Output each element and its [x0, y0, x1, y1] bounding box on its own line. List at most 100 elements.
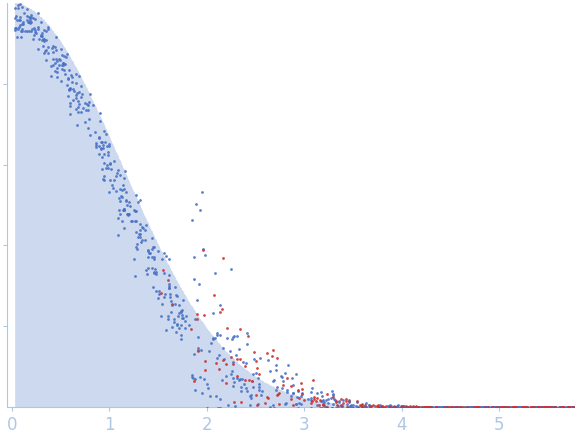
Point: [389, 403, 398, 410]
Point: [95, 151, 104, 158]
Point: [338, 402, 347, 409]
Point: [103, 152, 113, 159]
Point: [411, 403, 420, 410]
Point: [82, 101, 91, 108]
Point: [199, 376, 208, 383]
Point: [232, 374, 241, 381]
Point: [68, 85, 77, 92]
Point: [335, 398, 344, 405]
Point: [272, 392, 281, 399]
Point: [126, 202, 135, 209]
Point: [218, 345, 227, 352]
Point: [106, 161, 115, 168]
Point: [192, 200, 201, 207]
Point: [65, 103, 74, 110]
Point: [398, 404, 407, 411]
Point: [103, 161, 112, 168]
Point: [346, 402, 355, 409]
Point: [131, 191, 140, 198]
Point: [167, 302, 176, 309]
Point: [331, 398, 340, 405]
Point: [263, 421, 272, 428]
Point: [213, 404, 223, 411]
Point: [99, 160, 108, 167]
Point: [533, 404, 542, 411]
Point: [154, 290, 163, 297]
Point: [15, 17, 24, 24]
Point: [347, 402, 356, 409]
Point: [130, 272, 139, 279]
Point: [292, 400, 301, 407]
Point: [546, 404, 556, 411]
Point: [496, 404, 505, 411]
Point: [389, 402, 398, 409]
Point: [37, 29, 46, 36]
Point: [359, 403, 368, 410]
Point: [304, 395, 313, 402]
Point: [404, 403, 413, 410]
Point: [397, 405, 406, 412]
Point: [168, 301, 177, 308]
Point: [431, 404, 440, 411]
Point: [39, 35, 48, 42]
Point: [66, 100, 75, 107]
Point: [489, 404, 498, 411]
Point: [251, 391, 260, 398]
Point: [519, 404, 528, 411]
Point: [564, 404, 574, 411]
Point: [492, 404, 501, 411]
Point: [55, 56, 65, 63]
Point: [317, 409, 326, 416]
Point: [332, 406, 341, 413]
Point: [58, 52, 67, 59]
Point: [410, 403, 419, 410]
Point: [136, 238, 145, 245]
Point: [278, 382, 287, 389]
Point: [356, 402, 365, 409]
Point: [137, 236, 147, 243]
Point: [411, 403, 421, 410]
Point: [377, 403, 387, 410]
Point: [522, 404, 531, 411]
Point: [39, 27, 48, 34]
Point: [544, 404, 553, 411]
Point: [40, 37, 49, 44]
Point: [133, 234, 143, 241]
Point: [264, 405, 273, 412]
Point: [517, 404, 526, 411]
Point: [31, 29, 40, 36]
Point: [477, 404, 486, 411]
Point: [233, 333, 242, 340]
Point: [428, 403, 437, 410]
Point: [227, 370, 236, 377]
Point: [406, 403, 415, 410]
Point: [503, 404, 512, 411]
Point: [453, 404, 462, 411]
Point: [160, 291, 170, 298]
Point: [37, 36, 46, 43]
Point: [284, 406, 293, 413]
Point: [253, 401, 262, 408]
Point: [507, 404, 516, 411]
Point: [565, 404, 574, 411]
Point: [417, 404, 426, 411]
Point: [141, 222, 151, 229]
Point: [177, 336, 186, 343]
Point: [384, 406, 393, 413]
Point: [149, 283, 158, 290]
Point: [59, 60, 69, 67]
Point: [473, 404, 482, 411]
Point: [188, 410, 197, 417]
Point: [13, 2, 23, 9]
Point: [181, 312, 190, 319]
Point: [228, 383, 238, 390]
Point: [367, 404, 376, 411]
Point: [280, 370, 289, 377]
Point: [497, 404, 507, 411]
Point: [550, 404, 560, 411]
Point: [62, 50, 71, 57]
Point: [550, 404, 560, 411]
Point: [434, 404, 443, 411]
Point: [197, 188, 206, 195]
Point: [84, 116, 93, 123]
